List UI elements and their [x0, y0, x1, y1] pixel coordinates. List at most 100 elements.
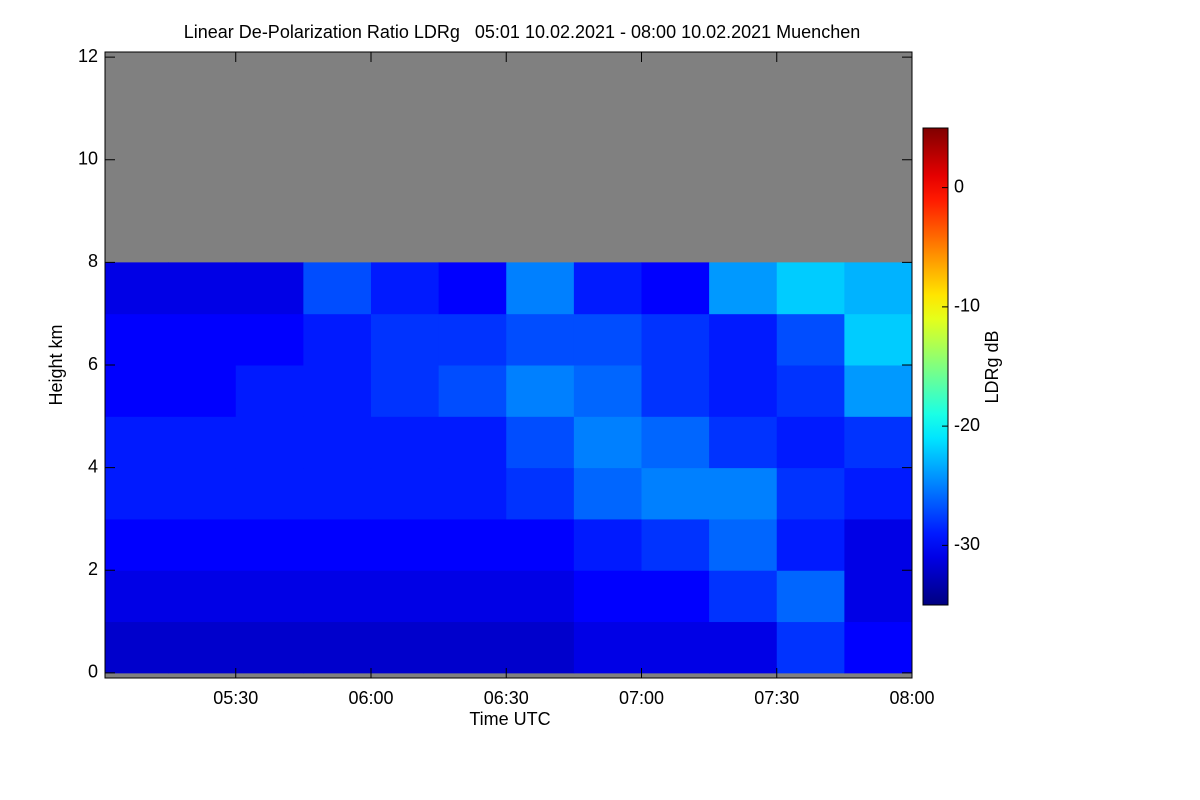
- heatmap-cell: [709, 313, 778, 366]
- heatmap-cell: [844, 518, 913, 571]
- chart-title: Linear De-Polarization Ratio LDRg 05:01 …: [184, 22, 860, 42]
- heatmap-cell: [844, 621, 913, 674]
- heatmap-cell: [506, 365, 575, 417]
- y-tick-label: 12: [78, 46, 98, 66]
- heatmap-cell: [776, 365, 845, 417]
- heatmap-cell: [303, 518, 372, 571]
- heatmap-cell: [370, 518, 440, 571]
- heatmap-cell: [573, 262, 642, 315]
- heatmap-cell: [105, 570, 169, 623]
- heatmap-cell: [168, 570, 237, 623]
- heatmap-cell: [105, 467, 169, 520]
- heatmap-cell: [105, 262, 169, 315]
- heatmap-cell: [776, 570, 845, 623]
- heatmap-cell: [235, 416, 304, 469]
- y-tick-label: 4: [88, 456, 98, 476]
- colorbar-tick-label: 0: [954, 176, 964, 196]
- heatmap-cell: [168, 621, 237, 674]
- heatmap-cell: [776, 518, 845, 571]
- heatmap-cell: [641, 313, 710, 366]
- heatmap-cell: [776, 313, 845, 366]
- heatmap-cell: [370, 621, 440, 674]
- heatmap-cell: [438, 518, 507, 571]
- heatmap-cell: [709, 518, 778, 571]
- heatmap-cell: [844, 467, 913, 520]
- heatmap-cell: [303, 313, 372, 366]
- heatmap-cell: [506, 621, 575, 674]
- heatmap-cell: [776, 416, 845, 469]
- heatmap-cell: [438, 570, 507, 623]
- heatmap-cell: [105, 518, 169, 571]
- heatmap-cell: [844, 570, 913, 623]
- heatmap-cell: [844, 365, 913, 417]
- heatmap-cell: [709, 570, 778, 623]
- heatmap-cell: [776, 467, 845, 520]
- heatmap-cell: [438, 621, 507, 674]
- heatmap-cell: [506, 467, 575, 520]
- x-tick-label: 07:00: [619, 688, 664, 708]
- heatmap-cell: [235, 313, 304, 366]
- y-tick-label: 6: [88, 354, 98, 374]
- heatmap-cell: [105, 621, 169, 674]
- heatmap-cell: [370, 365, 440, 417]
- colorbar-label: LDRg dB: [982, 330, 1002, 403]
- heatmap-cell: [506, 313, 575, 366]
- heatmap-cell: [370, 467, 440, 520]
- heatmap-cell: [709, 365, 778, 417]
- heatmap-cell: [370, 313, 440, 366]
- x-axis-label: Time UTC: [469, 709, 550, 729]
- heatmap-cell: [506, 416, 575, 469]
- heatmap-cell: [105, 416, 169, 469]
- heatmap-cell: [641, 365, 710, 417]
- colorbar-tick-label: -20: [954, 415, 980, 435]
- heatmap-cell: [844, 262, 913, 315]
- heatmap-cell: [641, 518, 710, 571]
- heatmap-cell: [709, 621, 778, 674]
- heatmap-cell: [168, 416, 237, 469]
- y-tick-label: 2: [88, 559, 98, 579]
- x-tick-label: 06:00: [348, 688, 393, 708]
- heatmap-cell: [709, 467, 778, 520]
- heatmap-cell: [776, 262, 845, 315]
- heatmap-cell: [506, 262, 575, 315]
- x-tick-label: 07:30: [754, 688, 799, 708]
- heatmap-cell: [844, 313, 913, 366]
- heatmap-cell: [235, 467, 304, 520]
- heatmap-cell: [303, 570, 372, 623]
- heatmap-cell: [105, 365, 169, 417]
- heatmap-cell: [573, 365, 642, 417]
- heatmap-cell: [641, 416, 710, 469]
- heatmap-cell: [168, 262, 237, 315]
- heatmap-cell: [303, 416, 372, 469]
- heatmap-cell: [168, 518, 237, 571]
- heatmap-cell: [168, 467, 237, 520]
- heatmap-cell: [573, 621, 642, 674]
- x-tick-label: 08:00: [889, 688, 934, 708]
- heatmap-cell: [573, 416, 642, 469]
- heatmap-cell: [370, 262, 440, 315]
- heatmap-cell: [235, 621, 304, 674]
- heatmap-cell: [641, 570, 710, 623]
- heatmap-cell: [506, 518, 575, 571]
- heatmap-cell: [506, 570, 575, 623]
- y-tick-label: 0: [88, 662, 98, 682]
- y-tick-label: 10: [78, 149, 98, 169]
- colorbar-tick-label: -10: [954, 296, 980, 316]
- heatmap-cell: [573, 570, 642, 623]
- colorbar-tick-label: -30: [954, 534, 980, 554]
- heatmap-cell: [303, 365, 372, 417]
- heatmap-cell: [303, 621, 372, 674]
- heatmap-cell: [844, 416, 913, 469]
- heatmap-cell: [709, 262, 778, 315]
- heatmap-cell: [438, 467, 507, 520]
- heatmap-cell: [709, 416, 778, 469]
- heatmap-cell: [235, 570, 304, 623]
- heatmap-cell: [235, 365, 304, 417]
- x-tick-label: 06:30: [484, 688, 529, 708]
- x-tick-label: 05:30: [213, 688, 258, 708]
- heatmap-cell: [303, 262, 372, 315]
- heatmap-cell: [438, 262, 507, 315]
- heatmap-cell: [641, 467, 710, 520]
